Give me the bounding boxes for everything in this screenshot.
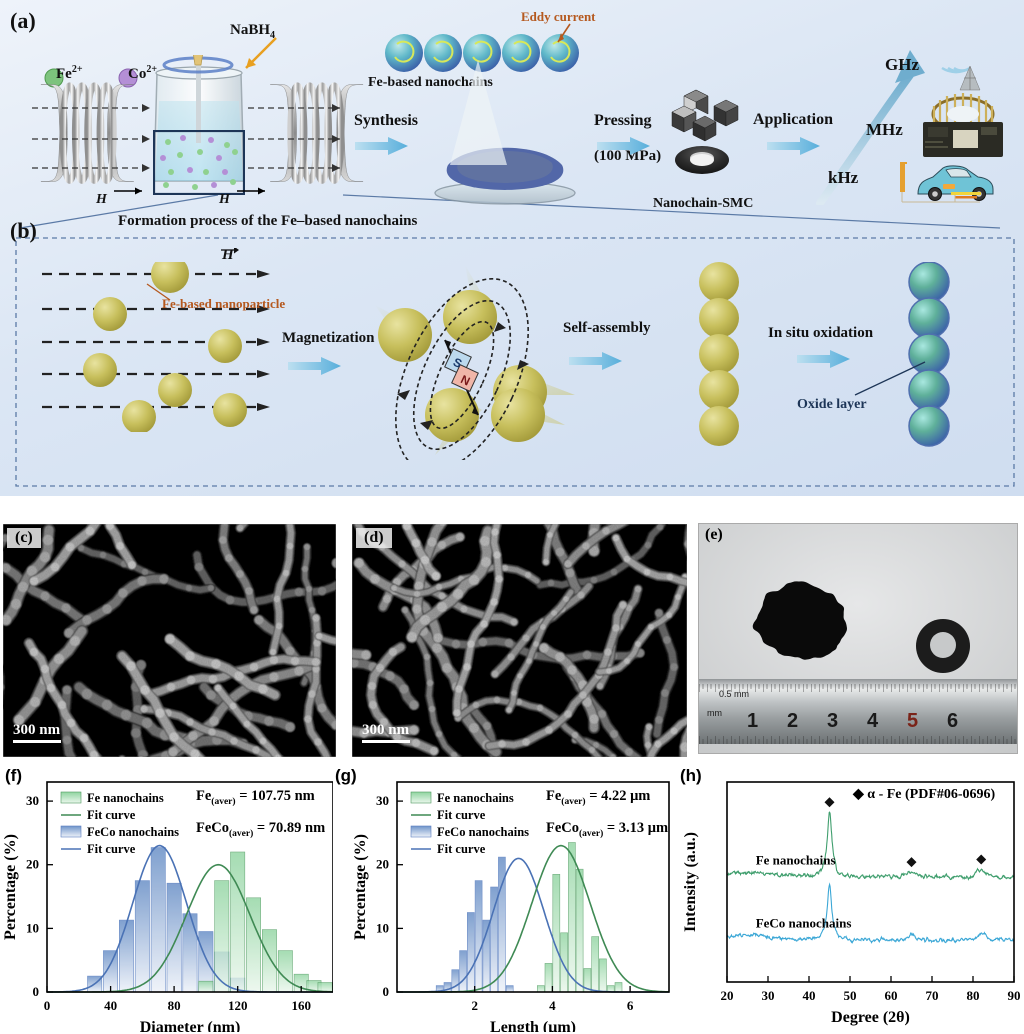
svg-text:FeCo nanochains: FeCo nanochains: [437, 825, 529, 839]
svg-text:Fe nanochains: Fe nanochains: [87, 791, 164, 805]
svg-text:6: 6: [947, 710, 958, 732]
svg-text:Length (μm): Length (μm): [490, 1019, 576, 1032]
svg-text:2: 2: [471, 998, 478, 1013]
svg-text:0.5 mm: 0.5 mm: [719, 689, 749, 699]
svg-text:Fe nanochains: Fe nanochains: [756, 852, 836, 867]
svg-text:3: 3: [827, 710, 838, 732]
svg-text:0: 0: [44, 998, 51, 1013]
svg-text:Fit curve: Fit curve: [437, 808, 486, 822]
svg-text:0: 0: [383, 984, 390, 999]
svg-text:Degree (2θ): Degree (2θ): [831, 1009, 910, 1026]
svg-text:120: 120: [228, 998, 248, 1013]
svg-text:80: 80: [168, 998, 181, 1013]
svg-text:Percentage (%): Percentage (%): [352, 834, 369, 940]
svg-text:60: 60: [885, 988, 898, 1003]
svg-text:Fit curve: Fit curve: [87, 808, 136, 822]
svg-text:40: 40: [803, 988, 816, 1003]
svg-text:Intensity (a.u.): Intensity (a.u.): [682, 832, 699, 932]
svg-text:mm: mm: [707, 708, 722, 718]
svg-text:30: 30: [26, 793, 39, 808]
svg-text:0: 0: [33, 984, 40, 999]
svg-text:20: 20: [376, 857, 389, 872]
svg-text:FeCo nanochains: FeCo nanochains: [87, 825, 179, 839]
svg-text:Fit curve: Fit curve: [87, 842, 136, 856]
svg-text:FeCo nanochains: FeCo nanochains: [756, 915, 852, 930]
svg-text:160: 160: [291, 998, 311, 1013]
svg-text:Diameter (nm): Diameter (nm): [140, 1019, 241, 1032]
svg-text:10: 10: [26, 920, 39, 935]
svg-text:20: 20: [26, 857, 39, 872]
svg-text:30: 30: [762, 988, 775, 1003]
svg-text:50: 50: [844, 988, 857, 1003]
svg-text:Fe nanochains: Fe nanochains: [437, 791, 514, 805]
svg-text:90: 90: [1008, 988, 1021, 1003]
svg-text:40: 40: [104, 998, 117, 1013]
svg-text:80: 80: [967, 988, 980, 1003]
svg-text:10: 10: [376, 920, 389, 935]
svg-text:30: 30: [376, 793, 389, 808]
svg-text:5: 5: [907, 710, 918, 732]
svg-text:2: 2: [787, 710, 798, 732]
svg-text:20: 20: [721, 988, 734, 1003]
svg-text:4: 4: [867, 710, 879, 732]
svg-text:Percentage (%): Percentage (%): [3, 834, 19, 940]
svg-text:4: 4: [549, 998, 556, 1013]
svg-text:70: 70: [926, 988, 939, 1003]
svg-text:Fit curve: Fit curve: [437, 842, 486, 856]
svg-text:1: 1: [747, 710, 758, 732]
svg-text:6: 6: [627, 998, 634, 1013]
